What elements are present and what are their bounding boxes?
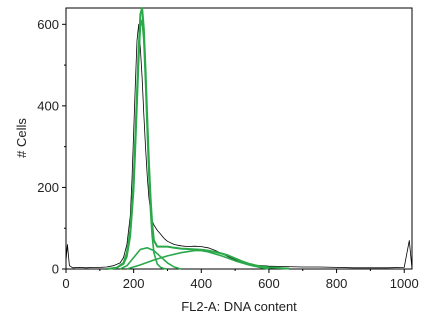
y-tick-label: 0 (52, 262, 59, 277)
x-tick-label: 1000 (390, 276, 419, 291)
fit-curve-4 (106, 7, 290, 270)
x-tick-label: 800 (326, 276, 348, 291)
y-tick-label: 600 (37, 17, 59, 32)
tick-layer: 0 200 400 600 800 1000 0 200 400 600 (37, 17, 418, 291)
x-tick-label: 600 (258, 276, 280, 291)
x-tick-label: 400 (190, 276, 212, 291)
y-tick-label: 200 (37, 180, 59, 195)
y-axis-title: # Cells (14, 118, 29, 158)
x-tick-label: 0 (62, 276, 69, 291)
series-layer (65, 7, 413, 270)
x-tick-label: 200 (123, 276, 145, 291)
fit-curve-2 (119, 247, 182, 270)
x-axis-title: FL2-A: DNA content (181, 299, 297, 314)
histogram-line (65, 23, 413, 270)
y-tick-label: 400 (37, 98, 59, 113)
plot-area (65, 7, 413, 270)
